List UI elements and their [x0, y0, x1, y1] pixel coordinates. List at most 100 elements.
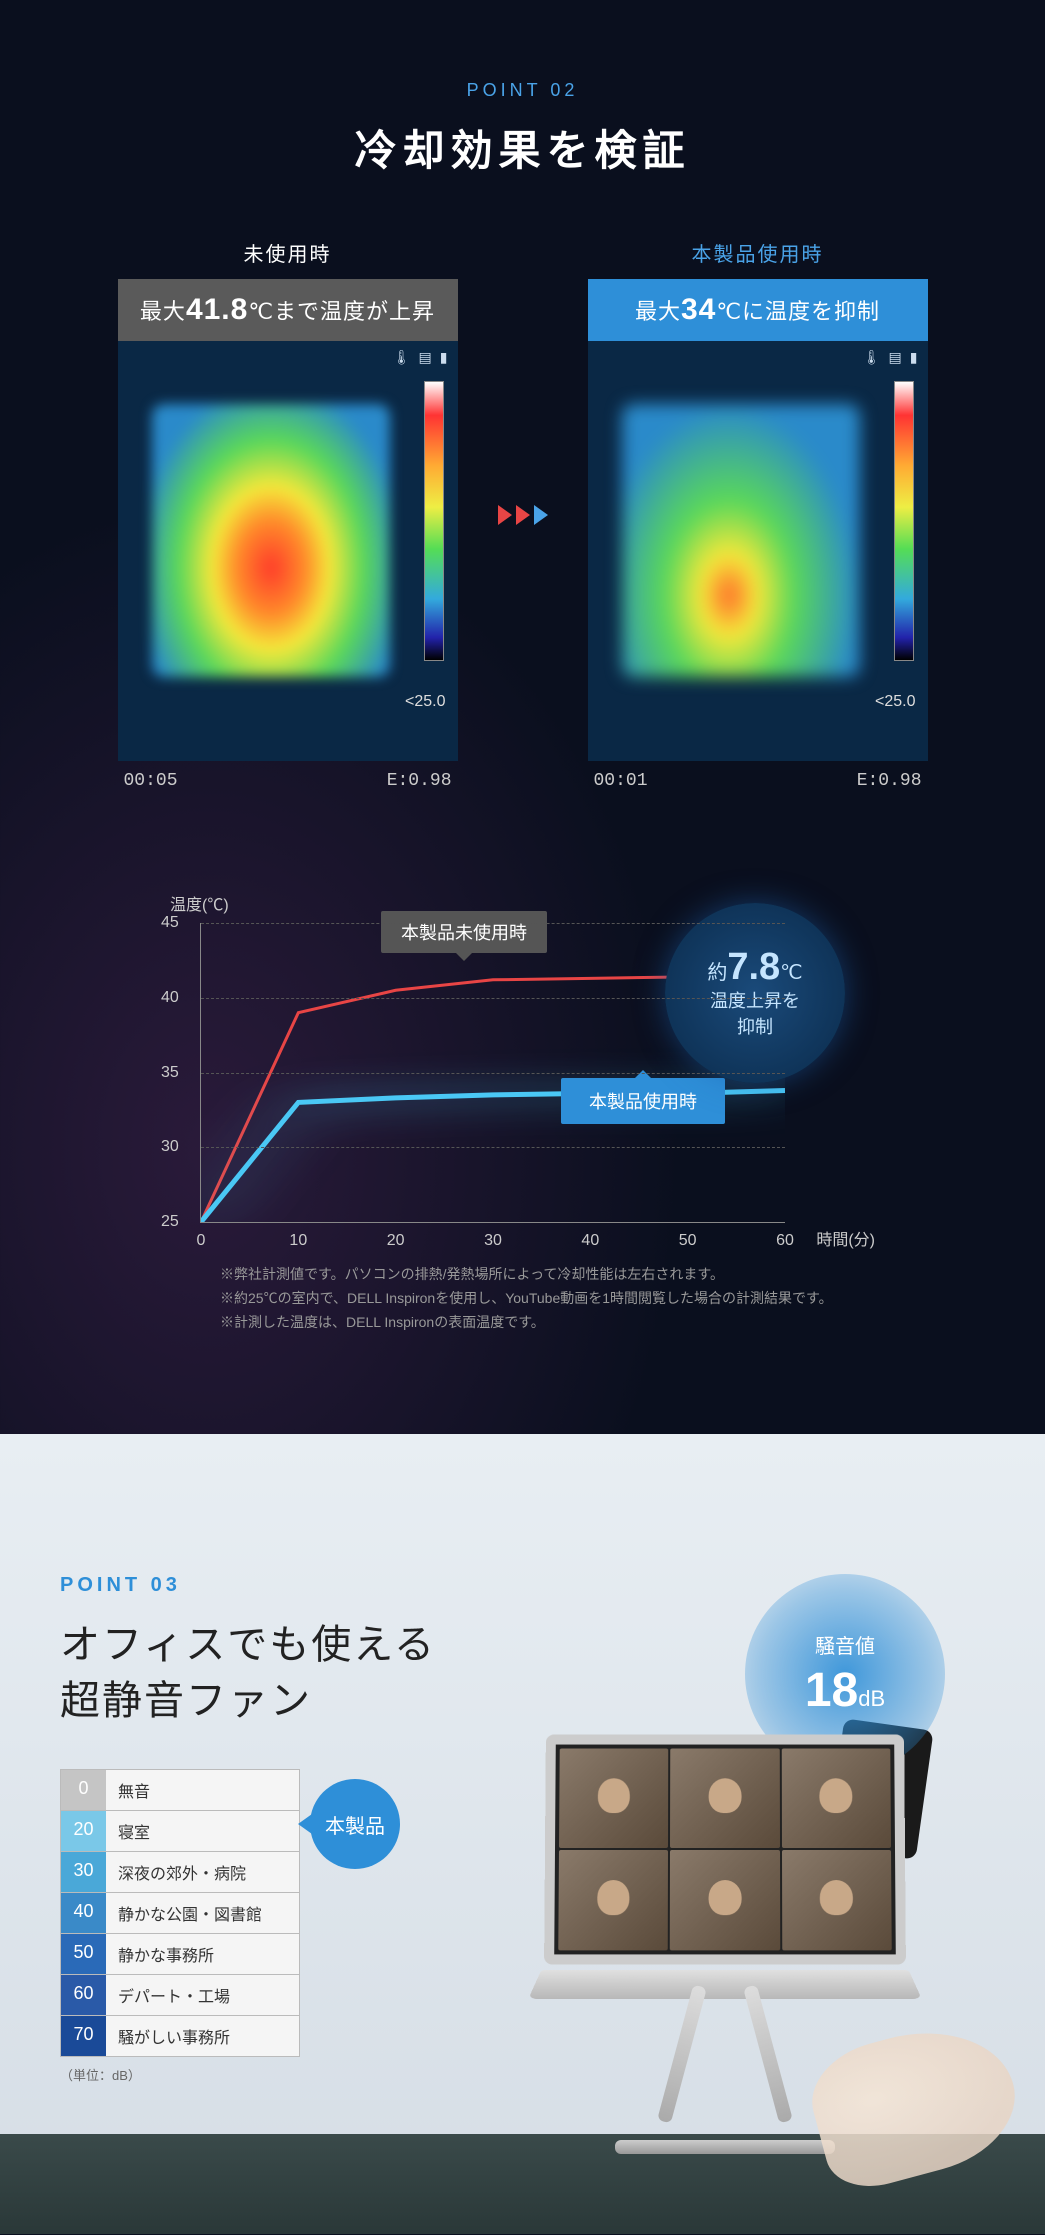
db-value: 60 — [61, 1975, 106, 2015]
banner-post: に温度を抑制 — [742, 299, 880, 324]
db-row: 30深夜の郊外・病院 — [61, 1852, 299, 1893]
thermal-after-image: 🌡 ▤ ▮ <25.0 — [588, 341, 928, 761]
chart-footnotes: ※弊社計測値です。パソコンの排熱/発熱場所によって冷却性能は左右されます。※約2… — [220, 1263, 845, 1334]
heat-blob-low — [622, 404, 860, 677]
color-scale — [894, 381, 914, 661]
legend-without: 本製品未使用時 — [381, 911, 547, 953]
banner-post: まで温度が上昇 — [274, 299, 435, 324]
thermal-after-banner: 最大34℃に温度を抑制 — [588, 279, 928, 341]
gridline — [201, 1073, 785, 1074]
db-row: 60デパート・工場 — [61, 1975, 299, 2016]
db-unit-note: （単位：dB） — [60, 2065, 400, 2084]
db-label: 深夜の郊外・病院 — [106, 1852, 299, 1892]
gridline — [201, 1147, 785, 1148]
y-tick: 45 — [161, 914, 179, 932]
db-row: 50静かな事務所 — [61, 1934, 299, 1975]
stand-base — [615, 2140, 835, 2154]
gridline — [201, 923, 785, 924]
point-03-title: オフィスでも使える超静音ファン — [60, 1617, 985, 1729]
db-row: 0無音 — [61, 1770, 299, 1811]
decibel-table: 0無音20寝室30深夜の郊外・病院40静かな公園・図書館50静かな事務所60デパ… — [60, 1769, 300, 2057]
db-label: 騒がしい事務所 — [106, 2016, 299, 2056]
thermal-emissivity: E:0.98 — [857, 771, 922, 791]
y-tick: 35 — [161, 1064, 179, 1082]
x-tick: 30 — [484, 1232, 502, 1250]
db-label: 寝室 — [106, 1811, 299, 1851]
product-badge: 本製品 — [310, 1779, 400, 1869]
db-row: 70騒がしい事務所 — [61, 2016, 299, 2056]
section-point-03: POINT 03 オフィスでも使える超静音ファン 0無音20寝室30深夜の郊外・… — [0, 1434, 1045, 2234]
db-value: 70 — [61, 2016, 106, 2056]
scale-min-label: <25.0 — [405, 693, 445, 711]
db-label: 無音 — [106, 1770, 299, 1810]
arrow-2 — [516, 505, 530, 525]
y-tick: 40 — [161, 989, 179, 1007]
decibel-table-wrap: 0無音20寝室30深夜の郊外・病院40静かな公園・図書館50静かな事務所60デパ… — [60, 1769, 400, 2084]
x-tick: 0 — [197, 1232, 206, 1250]
x-tick: 40 — [581, 1232, 599, 1250]
banner-pre: 最大 — [140, 299, 186, 324]
thermal-after-caption: 本製品使用時 — [588, 238, 928, 267]
thermal-icons: 🌡 ▤ ▮ — [393, 349, 448, 366]
x-tick: 10 — [289, 1232, 307, 1250]
thermal-time: 00:01 — [594, 771, 648, 791]
x-tick: 50 — [679, 1232, 697, 1250]
y-tick: 30 — [161, 1138, 179, 1156]
thermal-before-image: 🌡 ▤ ▮ <25.0 — [118, 341, 458, 761]
arrow-3 — [534, 505, 548, 525]
db-label: 静かな事務所 — [106, 1934, 299, 1974]
thermal-time: 00:05 — [124, 771, 178, 791]
sd-icon: ▤ — [419, 349, 432, 366]
temp-icon: 🌡 — [393, 349, 411, 366]
arrow-1 — [498, 505, 512, 525]
footnote: ※約25℃の室内で、DELL Inspironを使用し、YouTube動画を1時… — [220, 1287, 845, 1311]
db-value: 30 — [61, 1852, 106, 1892]
thermal-before-caption: 未使用時 — [118, 238, 458, 267]
db-value: 50 — [61, 1934, 106, 1974]
db-row: 40静かな公園・図書館 — [61, 1893, 299, 1934]
db-label: デパート・工場 — [106, 1975, 299, 2015]
battery-icon: ▮ — [440, 349, 448, 366]
thermal-before-footer: 00:05 E:0.98 — [118, 761, 458, 791]
chart-callout-bubble: 約7.8℃ 温度上昇を抑制 — [665, 903, 845, 1083]
legend-with: 本製品使用時 — [561, 1078, 725, 1124]
point-03-label: POINT 03 — [60, 1574, 985, 1597]
banner-pre: 最大 — [635, 299, 681, 324]
heat-blob-high — [152, 404, 390, 677]
thermal-before: 未使用時 最大41.8℃まで温度が上昇 🌡 ▤ ▮ <25.0 00:05 E:0.… — [118, 238, 458, 791]
section-point-02: POINT 02 冷却効果を検証 未使用時 最大41.8℃まで温度が上昇 🌡▤▮… — [0, 0, 1045, 1434]
point-02-label: POINT 02 — [60, 80, 985, 101]
footnote: ※弊社計測値です。パソコンの排熱/発熱場所によって冷却性能は左右されます。 — [220, 1263, 845, 1287]
y-tick: 25 — [161, 1213, 179, 1231]
transition-arrows — [498, 505, 548, 525]
temperature-chart: 温度(℃) 本製品未使用時 本製品使用時 時間(分) 約7.8℃ 温度上昇を抑制… — [140, 891, 905, 1334]
chart-xlabel: 時間(分) — [816, 1226, 875, 1250]
x-tick: 60 — [776, 1232, 794, 1250]
chart-plot-area: 本製品未使用時 本製品使用時 時間(分) 約7.8℃ 温度上昇を抑制 25303… — [200, 923, 785, 1223]
footnote: ※計測した温度は、DELL Inspironの表面温度です。 — [220, 1311, 845, 1335]
db-row: 20寝室 — [61, 1811, 299, 1852]
bubble-value: 約7.8℃ — [707, 946, 802, 989]
color-scale — [424, 381, 444, 661]
db-label: 静かな公園・図書館 — [106, 1893, 299, 1933]
thermal-emissivity: E:0.98 — [387, 771, 452, 791]
thermal-after-footer: 00:01 E:0.98 — [588, 761, 928, 791]
scale-min-label: <25.0 — [875, 693, 915, 711]
thermal-before-banner: 最大41.8℃まで温度が上昇 — [118, 279, 458, 341]
sd-icon: ▤ — [889, 349, 902, 366]
thermal-after: 本製品使用時 最大34℃に温度を抑制 🌡 ▤ ▮ <25.0 00:01 E:0.9… — [588, 238, 928, 791]
banner-val: 34 — [681, 293, 716, 326]
banner-val: 41.8 — [186, 293, 248, 326]
point-02-title: 冷却効果を検証 — [60, 117, 985, 178]
banner-unit: ℃ — [716, 299, 742, 324]
x-tick: 20 — [387, 1232, 405, 1250]
gridline — [201, 998, 785, 999]
db-value: 0 — [61, 1770, 106, 1810]
thermal-icons: 🌡 ▤ ▮ — [863, 349, 918, 366]
temp-icon: 🌡 — [863, 349, 881, 366]
battery-icon: ▮ — [910, 349, 918, 366]
db-value: 20 — [61, 1811, 106, 1851]
thermal-comparison: 未使用時 最大41.8℃まで温度が上昇 🌡▤▮ <25.0 00:05 E:0.… — [60, 238, 985, 791]
db-value: 40 — [61, 1893, 106, 1933]
banner-unit: ℃ — [248, 299, 274, 324]
